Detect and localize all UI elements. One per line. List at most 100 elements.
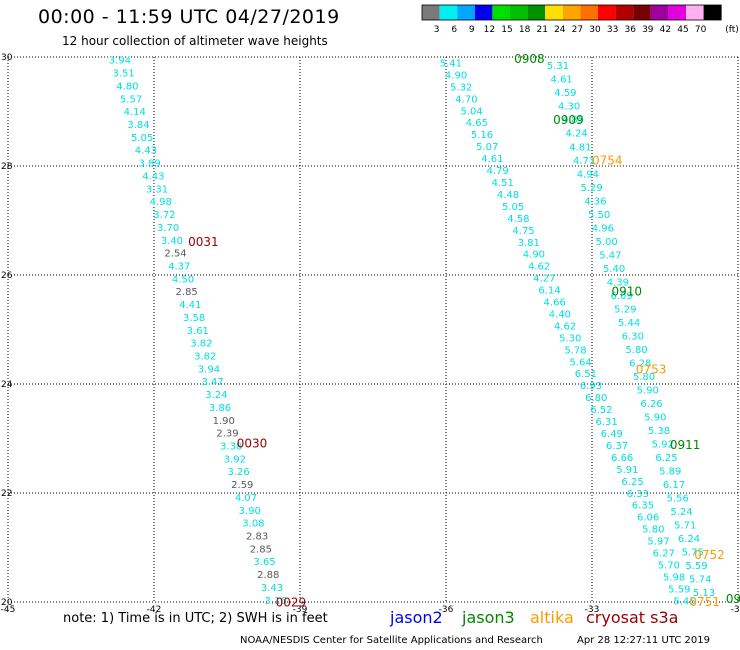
legend-swatch <box>580 5 598 20</box>
swh-value: 5.04 <box>460 106 482 117</box>
swh-value: 3.51 <box>113 69 135 80</box>
swh-value: 4.50 <box>172 274 194 285</box>
swh-value: 5.05 <box>131 133 153 144</box>
swh-value: 6.06 <box>637 513 659 524</box>
swh-value: 4.98 <box>150 197 172 208</box>
swh-value: 6.14 <box>538 286 560 297</box>
swh-value: 4.70 <box>455 94 477 105</box>
track-altika-0754: 5.31 4.61 4.59 4.30 4.85 4.24 4.81 4.71 4.94 5.29… <box>547 61 715 599</box>
swh-value: 2.88 <box>257 570 279 581</box>
swh-value: 4.30 <box>558 102 580 113</box>
swh-value: 2.59 <box>231 480 253 491</box>
swh-value: 3.43 <box>261 583 283 594</box>
swh-value: 2.85 <box>176 287 198 298</box>
legend-swatch <box>545 5 563 20</box>
legend-swatch <box>633 5 651 20</box>
swh-value: 4.51 <box>492 178 514 189</box>
legend-swatch <box>562 5 581 20</box>
pass-label: 0908 <box>514 52 545 66</box>
legend-label: 12 <box>484 25 495 35</box>
swh-value: 4.61 <box>551 75 573 86</box>
legend-jason2: jason2 <box>390 608 443 627</box>
swh-value: 5.30 <box>559 333 581 344</box>
swh-value: 5.41 <box>440 58 462 69</box>
swh-value: 3.24 <box>205 390 227 401</box>
swh-value: 3.47 <box>201 377 223 388</box>
swh-value: 4.90 <box>523 250 545 261</box>
swh-value: 3.86 <box>209 403 231 414</box>
swh-value: 4.27 <box>533 274 555 285</box>
swh-value: 2.54 <box>164 249 186 260</box>
legend-label: 39 <box>642 25 654 35</box>
swh-value: 5.70 <box>658 561 680 572</box>
pass-label: 0030 <box>237 436 268 450</box>
swh-value: 4.81 <box>569 142 591 153</box>
legend-label: 6 <box>451 25 457 35</box>
legend-swatch <box>615 5 634 20</box>
swh-value: 6.33 <box>627 489 649 500</box>
swh-value: 4.58 <box>507 214 529 225</box>
track-cryosat-s3a: 3.943.514.805.574.143.845.054.433.894.43… <box>109 56 287 607</box>
swh-value: 6.17 <box>663 480 685 491</box>
swh-value: 4.39 <box>607 277 629 288</box>
swh-value: 4.61 <box>481 154 503 165</box>
swh-value: 6.37 <box>606 441 628 452</box>
pass-label: 0752 <box>694 548 725 562</box>
swh-value: 6.31 <box>595 417 617 428</box>
swh-value: 6.24 <box>678 534 700 545</box>
legend-swatch <box>492 5 510 20</box>
swh-value: 5.44 <box>618 318 640 329</box>
pass-label: 0909 <box>553 113 584 127</box>
swh-value: 6.28 <box>629 358 651 369</box>
swh-value: 5.92 <box>652 440 674 451</box>
swh-value: 4.80 <box>116 81 138 92</box>
swh-value: 1.90 <box>213 416 235 427</box>
legend-label: 42 <box>660 25 671 35</box>
swh-value: 3.16 <box>265 596 287 607</box>
lon-tick-label: -33 <box>585 605 600 615</box>
swh-value: 5.38 <box>648 426 670 437</box>
pass-label: 0911 <box>670 438 701 452</box>
swh-value: 6.35 <box>632 501 654 512</box>
swh-value: 4.14 <box>124 107 146 118</box>
swh-value: 5.57 <box>120 94 142 105</box>
swh-value: 5.59 <box>685 561 707 572</box>
swh-value: 5.80 <box>625 345 647 356</box>
swh-value: 6.66 <box>611 453 633 464</box>
legend-label: 24 <box>554 25 566 35</box>
swh-value: 4.71 <box>573 156 595 167</box>
swh-value: 5.78 <box>564 345 586 356</box>
legend-label: 9 <box>469 25 475 35</box>
legend-swatch <box>439 5 458 20</box>
swh-value: 4.48 <box>497 190 519 201</box>
lon-tick-label: -42 <box>147 605 162 615</box>
swh-value: 4.62 <box>554 321 576 332</box>
swh-value: 5.50 <box>588 210 610 221</box>
lat-tick-label: 26 <box>1 271 13 281</box>
swh-value: 4.37 <box>168 261 190 272</box>
swh-value: 3.94 <box>198 364 220 375</box>
swh-value: 5.16 <box>471 130 493 141</box>
swh-value: 5.24 <box>670 507 692 518</box>
swh-value: 4.90 <box>445 70 467 81</box>
swh-value: 4.75 <box>512 226 534 237</box>
swh-value: 4.36 <box>584 196 606 207</box>
swh-value: 5.13 <box>693 588 715 599</box>
legend-label: 30 <box>589 25 601 35</box>
track-jason3-0908: 5.414.905.324.705.044.655.165.074.614.79… <box>440 58 696 607</box>
lat-tick-label: 20 <box>1 598 13 608</box>
swh-value: 5.45 <box>673 596 695 607</box>
swh-value: 6.25 <box>655 453 677 464</box>
swh-value: 5.32 <box>450 82 472 93</box>
pass-label: 0754 <box>592 153 623 167</box>
swh-value: 3.26 <box>227 467 249 478</box>
swh-value: 5.71 <box>674 521 696 532</box>
legend-jason3: jason3 <box>462 608 515 627</box>
swh-value: 3.40 <box>161 236 183 247</box>
swh-value: 4.85 <box>562 115 584 126</box>
swh-value: 2.83 <box>246 532 268 543</box>
legend-swatch <box>686 5 704 20</box>
swh-value: 3.90 <box>239 506 261 517</box>
swh-value: 5.75 <box>682 548 704 559</box>
